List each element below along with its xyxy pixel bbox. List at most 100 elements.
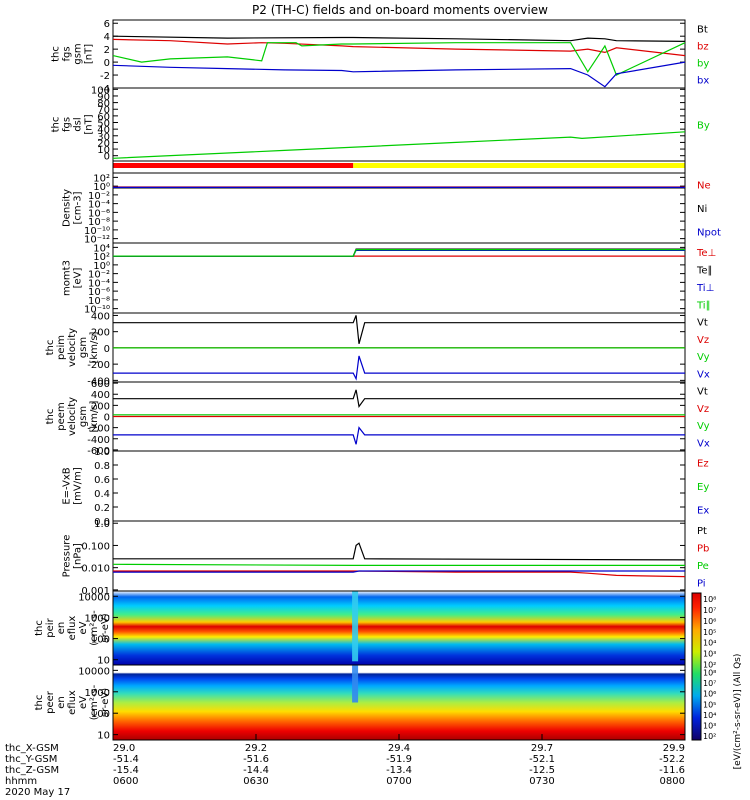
ytick-label: 400: [91, 390, 110, 401]
footer-value: 0600: [113, 776, 138, 787]
ylabel-line: eV: [78, 696, 89, 709]
ytick-label: 10⁻²: [88, 191, 110, 202]
ytick-label: 400: [91, 311, 110, 322]
footer-value: 0730: [529, 776, 554, 787]
series-line-bz: [112, 38, 686, 57]
series-line-Pt: [113, 542, 686, 561]
ylabel-line: velocity: [67, 328, 78, 367]
ylabel-line: (cm²-s-: [89, 610, 100, 646]
footer-date: 2020 May 17: [5, 787, 70, 798]
footer-value: 29.2: [245, 743, 267, 754]
ytick-label: 60: [97, 112, 110, 123]
ylabel-line: [nT]: [84, 44, 95, 64]
ylabel-line: peer: [45, 690, 56, 714]
ytick-label: 0.100: [81, 541, 110, 552]
ylabel-line: peim: [56, 335, 67, 360]
ylabel-line: fgs: [62, 46, 73, 61]
legend-label: Vy: [697, 421, 710, 432]
ylabel-line: [nT]: [84, 114, 95, 134]
panel-peir_spectrogram: 10 100 1000 10000 thc peir en eflux eV (cm²-s-sr-…: [34, 590, 686, 667]
legend-label: Vt: [697, 318, 708, 329]
colorbar-tick: 10⁶: [703, 617, 716, 626]
ylabel-line: Density: [62, 189, 73, 227]
ytick-label: 200: [91, 328, 110, 339]
footer-value: -12.5: [529, 765, 555, 776]
footer-row-label: thc_Y-GSM: [5, 754, 57, 765]
spectrogram-peir_spectrogram: [113, 591, 685, 665]
ylabel-line: sr-eV): [100, 688, 111, 717]
footer-row-label: thc_Z-GSM: [5, 765, 59, 776]
legend-label: by: [697, 59, 709, 70]
ytick-label: 10⁻²: [88, 270, 110, 281]
series-line-Ti⊥: [113, 249, 685, 257]
legend-label: Ey: [697, 482, 709, 493]
ytick-label: 10⁻⁴: [88, 278, 110, 289]
spectrogram-event-stripe: [352, 665, 359, 703]
ytick-label: 0.4: [94, 489, 110, 500]
ytick-label: 50: [97, 119, 110, 130]
ylabel-line: [km/s]: [89, 331, 100, 363]
ytick-label: 10⁻⁸: [88, 296, 110, 307]
ylabel-line: peem: [56, 402, 67, 430]
legend-label: Vy: [697, 352, 710, 363]
ytick-label: 6: [104, 19, 110, 30]
legend-label: Bt: [697, 25, 708, 36]
colorbar: 10⁸10⁷10⁶10⁵10⁴10³10²10⁸10⁷10⁶10⁵10⁴10³1…: [691, 592, 743, 770]
ytick-label: 10000: [78, 666, 110, 677]
figure-title: P2 (TH-C) fields and on-board moments ov…: [252, 3, 548, 17]
colorbar-tick: 10⁴: [703, 639, 716, 648]
series-line-Pe: [112, 563, 685, 567]
legend-label: Pe: [697, 561, 709, 572]
ylabel-line: [nPa]: [73, 543, 84, 569]
ephemeris-footer: thc_X-GSM 29.0 29.2 29.4 29.7 29.9 thc_Y-GSM -5…: [5, 734, 686, 798]
ylabel-line: peir: [45, 617, 56, 637]
panel-frame-efield: [112, 450, 686, 522]
ylabel-line: en: [56, 696, 67, 709]
legend-label: Pb: [697, 543, 709, 554]
ylabel-line: gsm: [78, 337, 89, 358]
colorbar-tick: 10³: [703, 650, 716, 659]
legend-label: Ez: [697, 459, 709, 470]
ylabel-line: dsl: [73, 117, 84, 131]
ylabel-line: eflux: [67, 690, 78, 715]
footer-value: -51.6: [243, 754, 269, 765]
colorbar-tick: 10⁵: [703, 628, 716, 637]
series-line-Pb: [113, 570, 686, 578]
ytick-label: -200: [87, 360, 110, 371]
ytick-label: 30: [97, 132, 110, 143]
ytick-label: 10⁻¹²: [84, 235, 110, 246]
legend-label: Pi: [697, 578, 706, 589]
ytick-label: 0.8: [94, 461, 110, 472]
series-line-Vt: [113, 389, 685, 408]
panel-frame-fgs_dsl: [112, 87, 686, 162]
ylabel-line: velocity: [67, 397, 78, 436]
series-line-By: [112, 131, 686, 159]
ytick-label: 1.0: [94, 447, 110, 458]
panel-frame-density: [112, 172, 686, 244]
footer-value: 29.0: [113, 743, 135, 754]
colorbar-tick: 10⁶: [703, 690, 716, 699]
legend-label: Vz: [697, 335, 709, 346]
ytick-label: 10⁴: [93, 243, 110, 254]
legend-label: Vx: [697, 369, 710, 380]
ylabel-line: thc: [34, 695, 45, 711]
legend-label: bx: [697, 76, 709, 87]
colorbar-tick: 10⁴: [703, 711, 716, 720]
ytick-label: 100: [91, 635, 110, 646]
ytick-label: 200: [91, 401, 110, 412]
series-line-bx: [112, 61, 686, 88]
ytick-label: 1000: [85, 613, 110, 624]
colorbar-label: [eV/(cm²-s-sr-eV)] (All Qs): [733, 654, 743, 770]
footer-value: 0700: [386, 776, 411, 787]
colorbar-tick: 10²: [703, 661, 716, 670]
legend-label: Ti⊥: [696, 283, 714, 294]
series-line-Ti∥: [113, 249, 685, 257]
series-line-Vx: [113, 355, 685, 381]
ytick-label: 10²: [93, 252, 110, 263]
ytick-label: -200: [87, 424, 110, 435]
ytick-label: 10: [97, 145, 110, 156]
series-line-Vx: [113, 426, 685, 445]
